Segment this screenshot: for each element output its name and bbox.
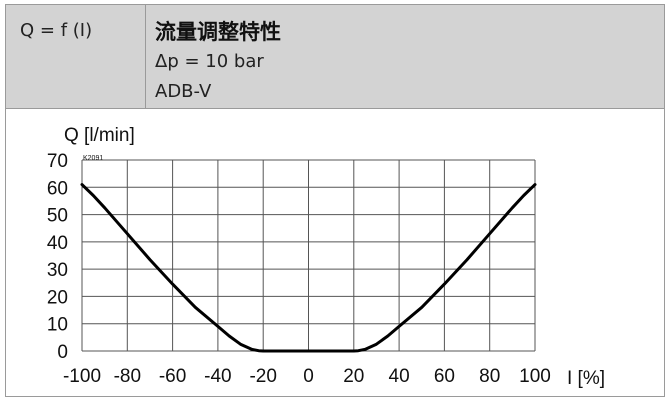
chart-frame: Q = f (I) 流量调整特性 Δp = 10 bar ADB-V [5,4,665,397]
x-tick-label: -100 [63,366,101,387]
flow-curve [80,183,537,353]
chart-tick-labels: -100 -80 -60 -40 -20 0 20 40 60 80 100 0 10 20 30 40 50 6… [47,151,551,387]
x-tick-label: -40 [204,366,231,387]
y-tick-label: 60 [47,178,68,199]
x-tick-label: -20 [249,366,276,387]
x-tick-label: 80 [479,366,500,387]
y-tick-label: 50 [47,206,68,227]
x-tick-label: 60 [434,366,455,387]
header-band: Q = f (I) 流量调整特性 Δp = 10 bar ADB-V [6,5,664,109]
x-tick-label: 40 [389,366,410,387]
x-tick-label: 20 [343,366,364,387]
x-tick-label: 100 [519,366,551,387]
y-tick-label: 40 [47,233,68,254]
chart-title: 流量调整特性 [155,19,281,44]
chart-grid [81,159,536,352]
x-tick-label: 0 [303,366,314,387]
x-axis-label: I [%] [567,368,605,389]
y-tick-label: 70 [47,151,68,172]
y-tick-label: 30 [47,260,68,281]
header-divider [145,5,146,108]
chart-code: K2091 [83,155,103,162]
y-axis-label: Q [l/min] [64,125,135,146]
y-tick-label: 0 [57,342,68,363]
x-tick-label: -80 [114,366,141,387]
model-label: ADB-V [155,81,212,102]
formula-label: Q = f (I) [20,20,93,41]
pressure-label: Δp = 10 bar [155,51,264,72]
y-tick-label: 20 [47,287,68,308]
x-tick-label: -60 [159,366,186,387]
y-tick-label: 10 [47,315,68,336]
